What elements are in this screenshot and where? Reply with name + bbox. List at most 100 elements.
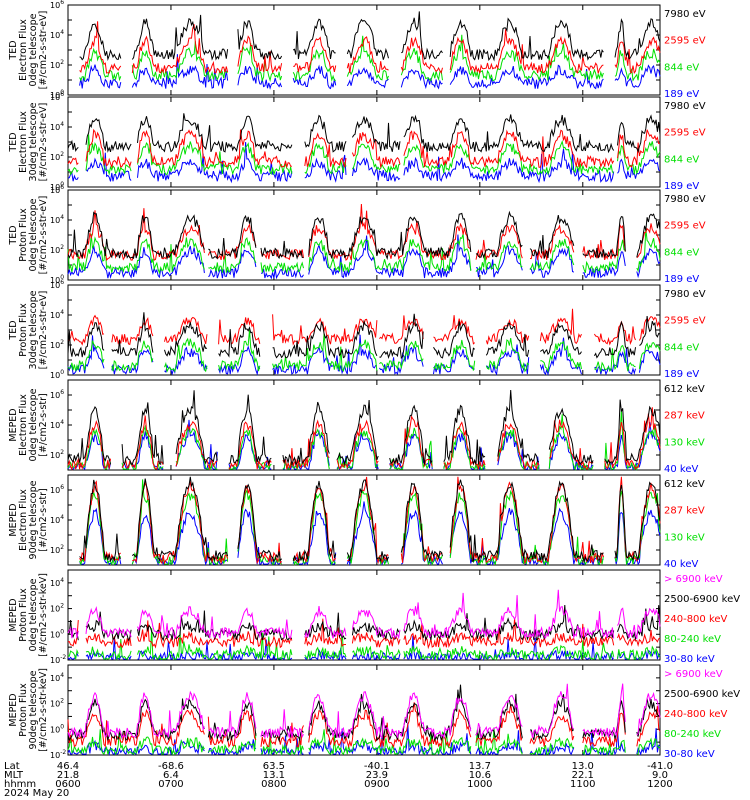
series-1-4-trace: [79, 54, 661, 90]
y-tick-label: 106: [50, 0, 64, 10]
ylabel-line: Proton Flux: [18, 588, 29, 642]
x-lat-value: 63.5: [263, 761, 285, 772]
y-tick-label: 104: [50, 214, 64, 225]
x-mlt-value: 23.9: [366, 770, 388, 781]
y-tick-label: 104: [50, 419, 64, 430]
series-5-3-trace: [67, 409, 661, 472]
series-4-1-trace: [67, 312, 661, 360]
panel-7-ylabel: MEPED Proton Flux 0deg telescope [#/cm2-s-s…: [8, 573, 49, 657]
x-mlt-value: 21.8: [57, 770, 79, 781]
x-hhmm-value: 1100: [570, 779, 595, 790]
x-lat-value: 13.7: [469, 761, 491, 772]
ylabel-line: 0deg telescope: [28, 578, 39, 651]
series-7-5-trace: [67, 635, 661, 662]
y-tick-label: 100: [50, 181, 64, 192]
ylabel-line: TED: [8, 40, 19, 60]
series-1-1-trace: [79, 11, 661, 62]
legend-8-1: > 6900 keV: [664, 669, 723, 680]
series-3-2-trace: [67, 203, 661, 262]
legend-7-3: 240-800 keV: [664, 614, 728, 625]
panel-3-frame: [67, 189, 661, 281]
ylabel-line: Electron Flux: [18, 111, 29, 173]
legend-2-3: 844 eV: [664, 154, 699, 165]
x-hhmm-value: 0900: [364, 779, 389, 790]
series-2-2-trace: [67, 128, 661, 169]
y-tick-label: 106: [50, 91, 64, 102]
x-lat-value: 46.4: [57, 761, 79, 772]
panel-7-frame: [67, 569, 661, 661]
y-tick-label: 102: [50, 603, 64, 614]
ylabel-line: 90deg telescope: [28, 480, 39, 559]
panel-5-ylabel: MEPED Electron Flux 0deg telescope [#/cm2-s…: [8, 388, 49, 461]
ylabel-line: [#/cm2-s-str]: [38, 393, 49, 456]
y-tick-label: 102: [50, 339, 64, 350]
series-7-4-trace: [67, 628, 661, 662]
y-tick-label: 100: [50, 369, 64, 380]
ylabel-line: Electron Flux: [18, 394, 29, 456]
series-1-2-trace: [79, 21, 661, 75]
legend-2-4: 189 eV: [664, 181, 699, 192]
ylabel-line: [#/cm2-s-str-keV]: [38, 573, 49, 657]
x-hhmm-value: 1000: [467, 779, 492, 790]
ylabel-line: TED: [8, 132, 19, 152]
y-tick-label: 102: [50, 698, 64, 709]
panel-4-ylabel: TED Proton Flux 30deg telescope [#/cm2-s-st…: [8, 290, 49, 369]
legend-5-1: 612 keV: [664, 384, 705, 395]
x-hhmm-value: 0700: [158, 779, 183, 790]
series-6-1-trace: [79, 476, 661, 564]
ylabel-line: Electron Flux: [18, 19, 29, 81]
y-tick-label: 102: [50, 151, 64, 162]
ylabel-line: MEPED: [8, 503, 19, 536]
x-mlt-value: 6.4: [163, 770, 179, 781]
panel-6-ylabel: MEPED Electron Flux 90deg telescope [#/cm2-…: [8, 480, 49, 559]
y-tick-label: 102: [50, 449, 64, 460]
ylabel-line: MEPED: [8, 598, 19, 631]
x-hhmm-value: 0800: [261, 779, 286, 790]
legend-4-3: 844 eV: [664, 342, 699, 353]
ylabel-line: 30deg telescope: [28, 290, 39, 369]
legend-3-1: 7980 eV: [664, 194, 706, 205]
lat-row-label: Lat: [4, 761, 20, 772]
ylabel-line: 90deg telescope: [28, 670, 39, 749]
legend-8-5: 30-80 keV: [664, 749, 715, 760]
y-tick-label: 104: [50, 514, 64, 525]
legend-6-2: 287 keV: [664, 506, 705, 517]
ylabel-line: 0deg telescope: [28, 388, 39, 461]
y-tick-label: 10-2: [50, 749, 66, 760]
legend-4-2: 2595 eV: [664, 316, 706, 327]
y-tick-label: 100: [50, 89, 64, 100]
legend-4-1: 7980 eV: [664, 289, 706, 300]
ylabel-line: MEPED: [8, 693, 19, 726]
series-2-3-trace: [67, 134, 661, 176]
panel-8-frame: [67, 664, 661, 756]
ylabel-line: 0deg telescope: [28, 198, 39, 271]
ylabel-line: TED: [8, 320, 19, 340]
legend-3-2: 2595 eV: [664, 221, 706, 232]
x-hhmm-value: 0600: [55, 779, 80, 790]
series-2-1-trace: [67, 113, 661, 154]
y-tick-label: 102: [50, 59, 64, 70]
y-tick-label: 100: [50, 628, 64, 639]
y-tick-label: 106: [50, 184, 64, 195]
y-tick-label: 104: [50, 121, 64, 132]
ylabel-line: [#/cm2-s-str-eV]: [38, 291, 49, 370]
legend-7-1: > 6900 keV: [664, 574, 723, 585]
series-4-3-trace: [67, 329, 661, 374]
mlt-row-label: MLT: [4, 770, 24, 781]
x-mlt-value: 10.6: [469, 770, 491, 781]
series-7-1-trace: [67, 589, 661, 640]
legend-7-4: 80-240 keV: [664, 634, 721, 645]
x-lat-value: 13.0: [572, 761, 594, 772]
legend-1-4: 189 eV: [664, 89, 699, 100]
legend-2-1: 7980 eV: [664, 101, 706, 112]
legend-8-4: 80-240 keV: [664, 729, 721, 740]
date-label: 2024 May 20: [4, 788, 69, 799]
legend-1-2: 2595 eV: [664, 36, 706, 47]
ylabel-line: 30deg telescope: [28, 102, 39, 181]
series-8-3-trace: [67, 702, 661, 749]
ylabel-line: Proton Flux: [18, 683, 29, 737]
legend-5-4: 40 keV: [664, 464, 698, 475]
ylabel-line: Proton Flux: [18, 303, 29, 357]
